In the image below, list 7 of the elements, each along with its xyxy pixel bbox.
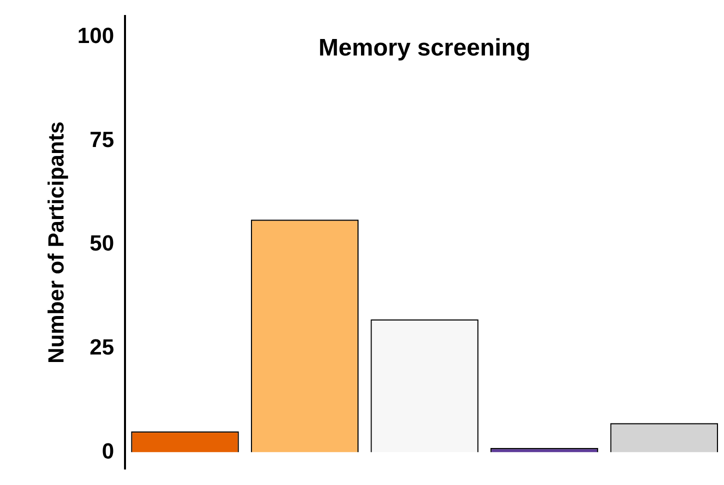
y-tick-label: 0	[102, 438, 114, 464]
y-tick-label: 100	[77, 23, 114, 48]
y-axis-title: Number of Participants	[43, 121, 68, 364]
text: Memory screening	[318, 34, 531, 62]
y-tick-label: 75	[90, 126, 114, 152]
y-tick-label: 25	[90, 334, 114, 360]
y-tick-label: 50	[90, 230, 114, 256]
